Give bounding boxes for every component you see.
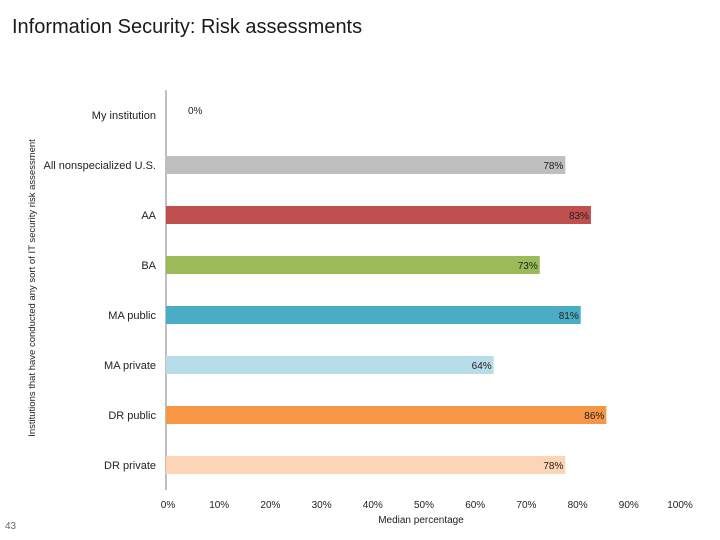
x-tick-label: 90% xyxy=(619,500,639,511)
x-tick-label: 10% xyxy=(209,500,229,511)
x-tick-label: 80% xyxy=(568,500,588,511)
data-label: 81% xyxy=(559,311,579,322)
bar xyxy=(166,356,494,374)
x-tick-label: 30% xyxy=(312,500,332,511)
category-label: My institution xyxy=(92,110,156,122)
bar xyxy=(166,456,566,474)
x-tick-label: 40% xyxy=(363,500,383,511)
x-tick-label: 100% xyxy=(667,500,693,511)
x-tick-label: 50% xyxy=(414,500,434,511)
data-label: 64% xyxy=(472,361,492,372)
category-label: DR public xyxy=(108,410,156,422)
data-label: 73% xyxy=(518,261,538,272)
category-label: MA public xyxy=(108,310,156,322)
page-number: 43 xyxy=(5,521,17,532)
category-label: AA xyxy=(141,210,156,222)
bar xyxy=(166,306,581,324)
category-label: All nonspecialized U.S. xyxy=(43,160,156,172)
data-label: 86% xyxy=(584,411,604,422)
data-label: 78% xyxy=(543,161,563,172)
x-tick-label: 20% xyxy=(260,500,280,511)
x-tick-label: 70% xyxy=(516,500,536,511)
data-label: 83% xyxy=(569,211,589,222)
x-axis-title: Median percentage xyxy=(378,515,464,526)
page-title: Information Security: Risk assessments xyxy=(12,16,363,38)
category-label: BA xyxy=(141,260,156,272)
bar xyxy=(166,406,607,424)
plot-area: My institution 0% All nonspecialized U.S. 7… xyxy=(43,90,693,511)
data-label: 0% xyxy=(188,106,203,117)
data-label: 78% xyxy=(543,461,563,472)
category-label: DR private xyxy=(104,460,156,472)
bar xyxy=(166,156,566,174)
bar xyxy=(166,256,540,274)
y-axis-title: Institutions that have conducted any sor… xyxy=(27,139,38,437)
x-tick-label: 0% xyxy=(161,500,176,511)
x-tick-label: 60% xyxy=(465,500,485,511)
category-label: MA private xyxy=(104,360,156,372)
bar xyxy=(166,206,591,224)
